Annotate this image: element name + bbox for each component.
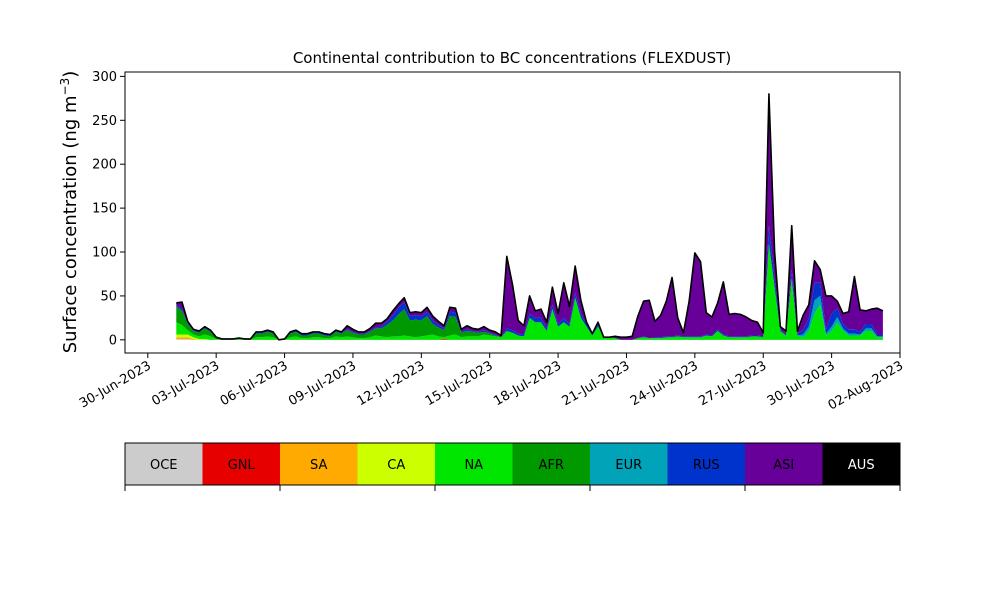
legend-label-oce: OCE [150,458,178,473]
legend-swatch-na [435,443,513,485]
x-tick-label: 21-Jul-2023 [560,358,633,409]
y-tick-label: 50 [100,289,117,304]
legend-label-ca: CA [387,458,405,473]
chart-title: Continental contribution to BC concentra… [293,49,731,67]
x-tick-label: 06-Jul-2023 [218,358,291,409]
legend-swatch-asi [745,443,823,485]
area-na [176,243,883,340]
legend-swatch-sa [280,443,358,485]
y-tick-label: 250 [92,114,117,129]
legend-label-aus: AUS [848,458,875,473]
legend-swatch-oce [125,443,203,485]
legend-swatch-afr [512,443,591,485]
area-rus [176,225,883,340]
stacked-areas [176,93,883,340]
y-tick-label: 0 [109,333,117,348]
legend-label-sa: SA [310,458,327,473]
y-axis: 0 50 100 150 200 250 300 [92,70,125,348]
legend-label-gnl: GNL [228,458,256,473]
plot-frame [124,71,901,354]
y-axis-label: Surface concentration (ng m−3) [58,71,81,354]
total-concentration-line [176,93,884,341]
x-tick-label: 15-Jul-2023 [423,358,496,409]
y-axis-label-main: Surface concentration (ng m [60,95,81,353]
legend-swatch-gnl [202,443,281,485]
legend-label-afr: AFR [539,458,564,473]
y-tick-label: 100 [92,246,117,261]
legend-swatch-aus [822,443,901,485]
y-tick-label: 150 [92,202,117,217]
x-axis: 30-Jun-202303-Jul-202306-Jul-202309-Jul-… [77,353,906,414]
y-axis-label-exponent: −3 [58,78,72,96]
x-tick-label: 27-Jul-2023 [696,358,769,409]
legend-colorbar: OCE GNL SA CA NA AFR EUR RUS ASI AUS [124,442,901,491]
legend-label-rus: RUS [693,458,720,473]
y-tick-label: 300 [92,70,117,85]
legend-label-na: NA [464,458,483,473]
legend-swatch-rus [667,443,746,485]
legend-label-asi: ASI [773,458,794,473]
x-tick-label: 30-Jun-2023 [77,358,154,411]
y-tick-label: 200 [92,158,117,173]
y-axis-label-close: ) [60,71,81,78]
x-tick-label: 09-Jul-2023 [286,358,359,409]
legend-swatch-eur [590,443,668,485]
legend-frame [124,442,901,486]
x-tick-label: 03-Jul-2023 [149,358,222,409]
x-tick-label: 24-Jul-2023 [628,358,701,409]
x-tick-label: 12-Jul-2023 [355,358,428,409]
legend-label-eur: EUR [615,458,642,473]
legend-swatch-ca [357,443,436,485]
x-tick-label: 18-Jul-2023 [491,358,564,409]
x-tick-label: 02-Aug-2023 [826,358,906,413]
